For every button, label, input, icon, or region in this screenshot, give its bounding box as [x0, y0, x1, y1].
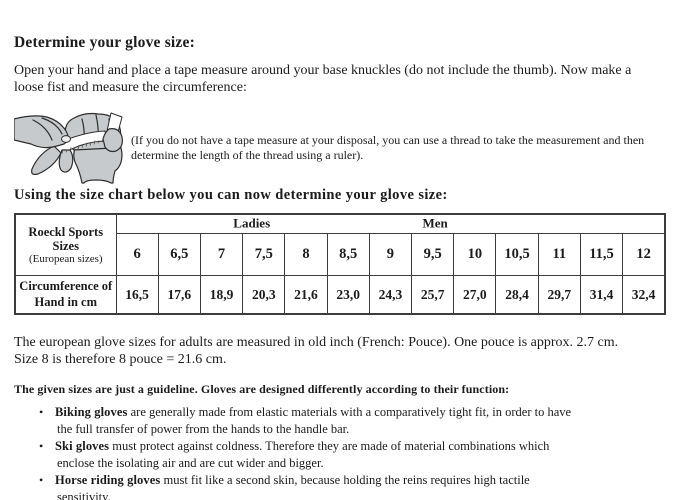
circumference-label-line2: Hand in cm — [34, 294, 97, 309]
heading-determine-glove-size: Determine your glove size: — [14, 34, 195, 51]
circumference-cell: 21,6 — [284, 275, 328, 315]
biking-line-1: Biking gloves are generally made from el… — [55, 404, 666, 421]
size-cell: 9,5 — [411, 233, 455, 276]
ski-gloves-text: must protect against coldness. Therefore… — [109, 439, 550, 453]
hand-tape-measure-illustration — [14, 112, 123, 184]
heading-size-chart: Using the size chart below you can now d… — [14, 187, 448, 203]
corner-label-line3: (European sizes) — [28, 252, 103, 265]
ski-line-1: Ski gloves must protect against coldness… — [55, 438, 666, 455]
men-group-label: Men — [422, 215, 448, 231]
list-item-horse-riding-gloves: Horse riding gloves must fit like a seco… — [14, 472, 666, 500]
size-cell: 10,5 — [495, 233, 539, 276]
circumference-label-line1: Circumference of — [19, 278, 113, 293]
note-line-1: (If you do not have a tape measure at yo… — [131, 133, 645, 147]
circumference-cell: 23,0 — [326, 275, 370, 315]
measuring-figure-row: (If you do not have a tape measure at yo… — [14, 110, 666, 184]
table-corner-label: Roeckl Sports Sizes (European sizes) — [14, 213, 117, 276]
gender-group-header: Ladies Men — [115, 213, 666, 234]
note-line-2: determine the length of the thread using… — [131, 148, 364, 162]
size-cell: 8 — [284, 233, 328, 276]
circumference-cell: 18,9 — [199, 275, 244, 315]
circumference-cell: 25,7 — [411, 275, 455, 315]
circumference-cell: 32,4 — [622, 275, 666, 315]
size-cell: 6,5 — [157, 233, 201, 276]
size-cell: 9 — [368, 233, 413, 276]
horse-line-1: Horse riding gloves must fit like a seco… — [55, 472, 666, 489]
circumference-cell: 27,0 — [453, 275, 497, 315]
thread-alternative-note: (If you do not have a tape measure at yo… — [131, 110, 644, 184]
size-cell: 8,5 — [326, 233, 370, 276]
size-cell: 11,5 — [579, 233, 624, 276]
size-cell: 6 — [115, 233, 159, 276]
size-cell: 11 — [537, 233, 581, 276]
ski-gloves-lead: Ski gloves — [55, 439, 110, 453]
circumference-cell: 24,3 — [368, 275, 413, 315]
circumference-cell: 17,6 — [157, 275, 201, 315]
glove-size-document: Determine your glove size: Open your han… — [0, 34, 680, 500]
intro-line-2: loose fist and measure the circumference… — [14, 79, 247, 95]
biking-gloves-text: are generally made from elastic material… — [127, 405, 572, 419]
tape-tick-marks — [61, 138, 104, 154]
size-cell: 10 — [453, 233, 497, 276]
pouce-line-2: Size 8 is therefore 8 pouce = 21.6 cm. — [14, 352, 227, 367]
biking-gloves-lead: Biking gloves — [55, 405, 128, 419]
horse-riding-gloves-lead: Horse riding gloves — [55, 473, 161, 487]
guideline-note: The given sizes are just a guideline. Gl… — [14, 382, 510, 396]
size-cell: 12 — [622, 233, 666, 276]
ladies-group-label: Ladies — [233, 215, 271, 231]
list-item-biking-gloves: Biking gloves are generally made from el… — [14, 404, 666, 438]
circumference-cell: 28,4 — [495, 275, 539, 315]
circumference-row-label: Circumference of Hand in cm — [14, 275, 117, 315]
intro-paragraph: Open your hand and place a tape measure … — [14, 63, 666, 96]
horse-line-2: sensitivity. — [57, 490, 111, 500]
circumference-cell: 20,3 — [242, 275, 286, 315]
glove-function-list: Biking gloves are generally made from el… — [14, 404, 666, 500]
horse-riding-gloves-text: must fit like a second skin, because hol… — [160, 473, 530, 487]
circumference-row: Circumference of Hand in cm 16,5 17,6 18… — [14, 275, 666, 315]
ski-line-2: enclose the isolating air and are cut wi… — [57, 456, 324, 470]
circumference-cell: 16,5 — [115, 275, 159, 315]
corner-label-line1: Roeckl Sports — [28, 224, 104, 239]
pouce-paragraph: The european glove sizes for adults are … — [14, 334, 666, 368]
glove-size-table: Roeckl Sports Sizes (European sizes) Lad… — [14, 213, 666, 315]
circumference-cell: 29,7 — [537, 275, 581, 315]
pouce-line-1: The european glove sizes for adults are … — [14, 335, 619, 350]
list-item-ski-gloves: Ski gloves must protect against coldness… — [14, 438, 666, 472]
corner-label-line2: Sizes — [52, 238, 79, 253]
biking-line-2: the full transfer of power from the hand… — [57, 422, 350, 436]
intro-line-1: Open your hand and place a tape measure … — [14, 63, 632, 78]
sizes-row: 6 6,5 7 7,5 8 8,5 9 9,5 10 10,5 11 11,5 … — [15, 233, 666, 276]
size-cell: 7,5 — [242, 233, 286, 276]
circumference-cell: 31,4 — [579, 275, 624, 315]
size-cell: 7 — [199, 233, 244, 276]
